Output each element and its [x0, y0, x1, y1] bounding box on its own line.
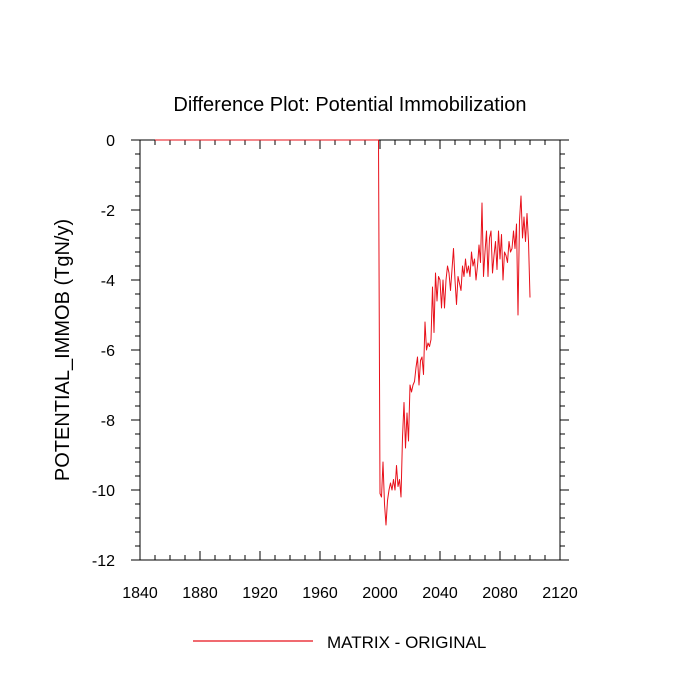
tick-labels: 1840 1880 1920 1960 2000 2040 2080 2120 0 -2 -4 -6 -…: [92, 133, 578, 602]
x-tick-label: 1960: [302, 585, 338, 602]
x-tick-label: 1880: [182, 585, 218, 602]
x-tick-label: 2080: [482, 585, 518, 602]
axis-ticks: [131, 139, 569, 561]
y-tick-label: -6: [101, 343, 115, 360]
x-tick-label: 1920: [242, 585, 278, 602]
y-tick-label: -8: [101, 413, 115, 430]
legend: MATRIX - ORIGINAL: [193, 633, 486, 652]
y-axis-label: POTENTIAL_IMMOB (TgN/y): [52, 219, 74, 481]
x-tick-label: 1840: [122, 585, 158, 602]
y-tick-label: 0: [106, 133, 115, 150]
legend-label-matrix-original: MATRIX - ORIGINAL: [327, 633, 486, 652]
y-tick-label: -4: [101, 273, 115, 290]
series-layer: [155, 139, 531, 526]
x-tick-label: 2040: [422, 585, 458, 602]
plot-frame: [139, 139, 561, 561]
chart-title: Difference Plot: Potential Immobilizatio…: [173, 94, 526, 116]
y-tick-label: -12: [92, 553, 115, 570]
y-tick-label: -10: [92, 483, 115, 500]
y-tick-label: -2: [101, 203, 115, 220]
series-line-matrix-original: [155, 139, 531, 526]
x-tick-label: 2120: [542, 585, 578, 602]
x-tick-label: 2000: [362, 585, 398, 602]
